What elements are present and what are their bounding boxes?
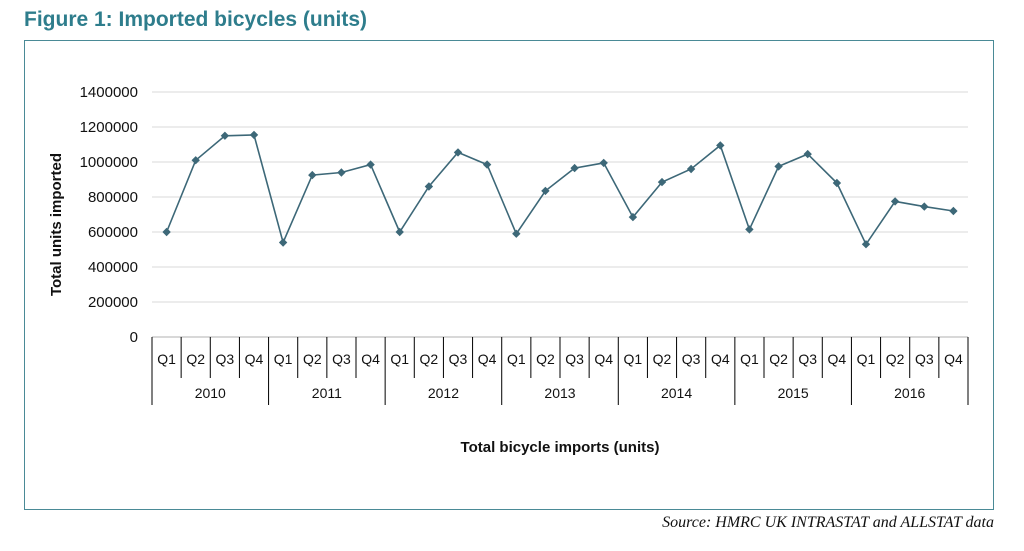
quarter-label: Q2 xyxy=(886,351,905,367)
data-point xyxy=(686,164,696,174)
chart-frame xyxy=(24,40,994,510)
quarter-label: Q3 xyxy=(565,351,584,367)
quarter-label: Q3 xyxy=(449,351,468,367)
quarter-label: Q2 xyxy=(536,351,555,367)
quarter-label: Q1 xyxy=(274,351,293,367)
quarter-label: Q2 xyxy=(303,351,322,367)
data-point xyxy=(890,197,900,206)
x-axis-title: Total bicycle imports (units) xyxy=(461,439,660,456)
series xyxy=(162,130,958,249)
gridlines xyxy=(152,91,968,303)
y-tick-label: 200000 xyxy=(88,294,138,311)
data-point xyxy=(657,177,667,187)
quarter-label: Q2 xyxy=(653,351,672,367)
data-point xyxy=(278,238,288,247)
data-point xyxy=(395,227,404,237)
quarter-label: Q1 xyxy=(157,351,176,367)
data-point xyxy=(949,206,958,216)
y-tick-label: 600000 xyxy=(88,224,138,241)
data-point xyxy=(920,202,929,211)
quarter-label: Q3 xyxy=(216,351,235,367)
data-point xyxy=(861,240,871,249)
quarter-label: Q1 xyxy=(507,351,526,367)
y-tick-label: 1200000 xyxy=(80,119,138,136)
quarter-label: Q2 xyxy=(769,351,788,367)
quarter-label: Q4 xyxy=(828,351,847,367)
quarter-label: Q3 xyxy=(798,351,817,367)
quarter-label: Q4 xyxy=(478,351,497,367)
data-point xyxy=(599,158,608,168)
data-point xyxy=(570,163,579,173)
data-point xyxy=(745,225,754,234)
data-point xyxy=(716,141,725,150)
data-point xyxy=(162,227,171,237)
data-point xyxy=(424,182,434,191)
data-point xyxy=(366,160,375,169)
axes xyxy=(151,336,969,405)
quarter-label: Q1 xyxy=(857,351,876,367)
quarter-label: Q2 xyxy=(186,351,205,367)
source-note: Source: HMRC UK INTRASTAT and ALLSTAT da… xyxy=(662,514,994,531)
y-tick-labels: 0 200000 400000 600000 800000 1000000 1200000 1… xyxy=(80,84,138,346)
data-point xyxy=(774,162,783,171)
y-tick-label: 0 xyxy=(130,329,138,346)
quarter-label: Q1 xyxy=(624,351,643,367)
year-label: 2010 xyxy=(195,385,226,401)
quarter-label: Q2 xyxy=(420,351,439,367)
quarter-label: Q1 xyxy=(740,351,759,367)
quarter-label: Q4 xyxy=(944,351,963,367)
y-tick-label: 1000000 xyxy=(80,154,138,171)
data-point xyxy=(453,148,463,157)
y-tick-label: 400000 xyxy=(88,259,138,276)
data-point xyxy=(541,186,550,196)
y-tick-label: 800000 xyxy=(88,189,138,206)
quarter-label: Q3 xyxy=(332,351,351,367)
year-label: 2015 xyxy=(778,385,809,401)
data-point xyxy=(249,130,259,140)
y-tick-label: 1400000 xyxy=(80,84,138,101)
quarter-label: Q4 xyxy=(361,351,380,367)
year-label: 2016 xyxy=(894,385,925,401)
year-label: 2012 xyxy=(428,385,459,401)
y-axis-title: Total units imported xyxy=(48,153,65,296)
quarter-label: Q4 xyxy=(245,351,264,367)
data-point xyxy=(308,170,317,180)
quarter-label: Q1 xyxy=(390,351,409,367)
quarter-label: Q3 xyxy=(915,351,934,367)
figure-title: Figure 1: Imported bicycles (units) xyxy=(24,8,368,31)
year-label: 2011 xyxy=(312,385,342,401)
data-point xyxy=(337,168,346,177)
quarter-label: Q4 xyxy=(594,351,613,367)
data-point xyxy=(803,149,812,159)
series-line xyxy=(165,134,954,246)
quarter-label: Q3 xyxy=(682,351,701,367)
x-tick-labels: Q1 Q2 Q3 Q4 2010 Q1 Q2 Q3 Q4 2011 Q1 Q2 Q3 Q4 2012 Q1 Q2… xyxy=(157,351,963,401)
quarter-label: Q4 xyxy=(711,351,730,367)
data-point xyxy=(628,212,638,222)
data-point xyxy=(220,131,230,140)
year-label: 2014 xyxy=(661,385,692,401)
data-point xyxy=(482,160,492,169)
year-label: 2013 xyxy=(544,385,575,401)
data-point xyxy=(512,229,521,238)
data-point xyxy=(191,156,200,165)
data-point xyxy=(832,178,842,188)
